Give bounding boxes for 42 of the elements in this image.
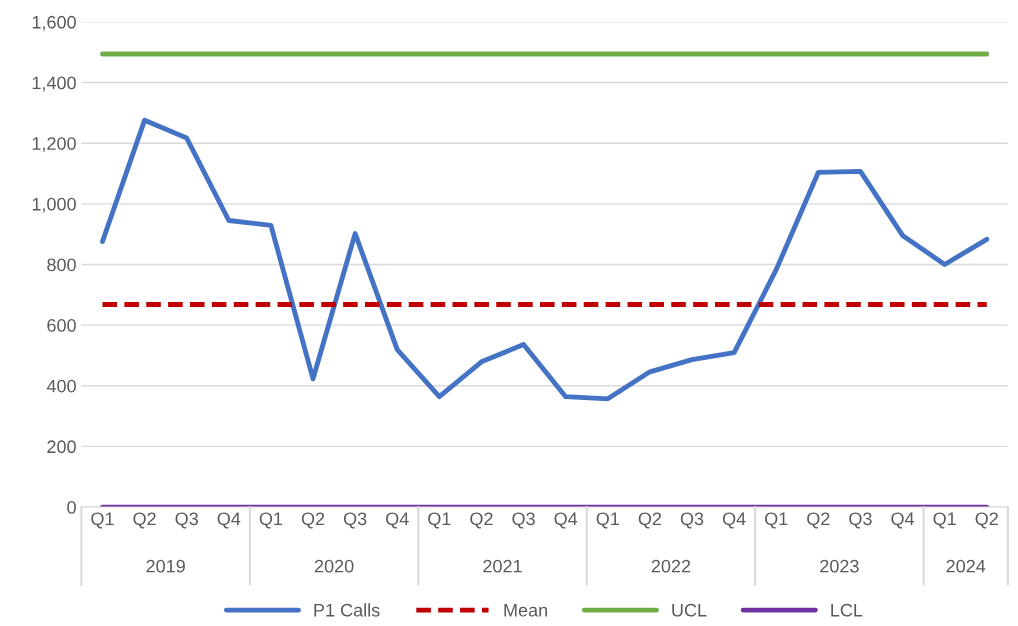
y-tick-label: 1,600: [32, 15, 76, 31]
x-tick-label: Q1: [765, 512, 788, 529]
legend-label: Mean: [504, 604, 547, 617]
text: 2020: [314, 559, 354, 573]
text: 2021: [483, 559, 522, 573]
x-tick-label: Q2: [301, 512, 325, 529]
x-tick-label: Q2: [133, 512, 156, 529]
text: 2022: [651, 559, 691, 573]
y-tick-label: 1,000: [32, 197, 76, 213]
y-tick-label: 800: [47, 258, 76, 272]
x-tick-label: Q1: [91, 512, 114, 529]
x-tick-label: Q3: [680, 512, 704, 529]
y-tick-label: 0: [67, 500, 76, 514]
x-tick-label: Q3: [512, 512, 535, 529]
x-tick-label: Q4: [891, 512, 915, 529]
x-tick-label: Q4: [554, 512, 578, 529]
text: 2023: [820, 559, 859, 573]
x-tick-label: Q2: [807, 512, 830, 529]
x-tick-label: Q3: [343, 512, 367, 529]
x-tick-label: Q2: [638, 512, 662, 529]
legend-label: LCL: [831, 603, 863, 617]
y-tick-label: 600: [47, 319, 76, 332]
line-series: [100, 117, 990, 402]
y-tick-label: 1,400: [32, 76, 76, 92]
x-tick-label: Q4: [217, 512, 241, 529]
x-tick-label: Q1: [428, 512, 451, 529]
x-tick-label: Q1: [596, 512, 619, 529]
x-tick-label: Q1: [933, 512, 956, 529]
legend-label: UCL: [672, 603, 707, 617]
text: 2024: [946, 559, 986, 573]
x-tick-label: Q1: [259, 512, 283, 529]
x-tick-label: Q4: [386, 512, 409, 529]
x-tick-label: Q2: [470, 512, 493, 529]
text: 2019: [146, 559, 185, 573]
x-tick-label: Q2: [975, 512, 998, 529]
y-tick-label: 1,200: [32, 137, 76, 153]
x-tick-label: Q4: [722, 512, 746, 529]
y-tick-label: 200: [47, 440, 76, 454]
x-tick-label: Q3: [175, 512, 198, 529]
x-tick-label: Q3: [849, 512, 872, 529]
legend-label: P1 Calls: [314, 603, 380, 617]
y-tick-label: 400: [46, 379, 76, 393]
